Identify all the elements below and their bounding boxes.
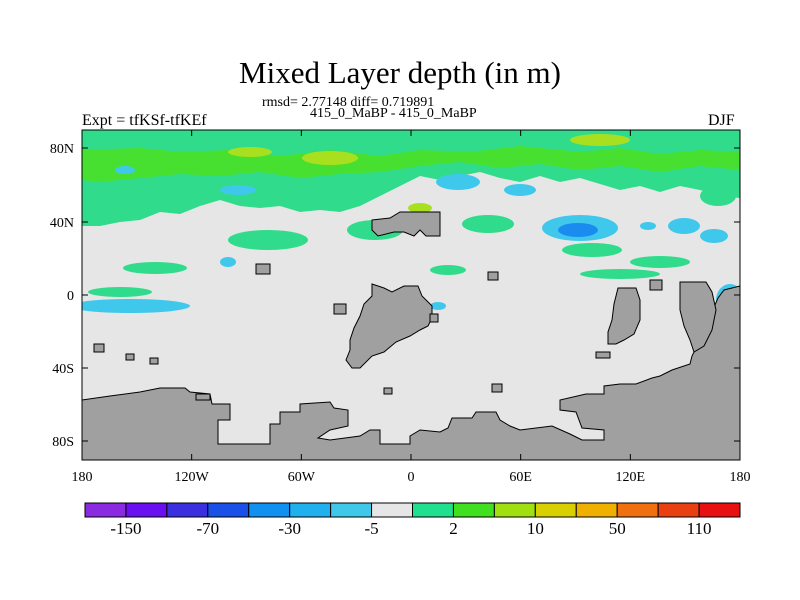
island [429, 313, 439, 323]
cyan-patch [504, 184, 536, 196]
colorbar-swatch [248, 502, 291, 518]
green-patch [580, 269, 660, 279]
green-patch [462, 215, 514, 233]
island [333, 303, 347, 315]
colorbar-swatch [412, 502, 454, 518]
lat-tick-label: 80S [52, 435, 74, 450]
green-patch [700, 186, 736, 206]
colorbar-label: 10 [527, 519, 544, 538]
map-field [82, 130, 740, 460]
colorbar-swatch [289, 502, 332, 518]
island [487, 271, 499, 281]
lon-tick-label: 60E [509, 470, 532, 485]
cyan-patch [220, 185, 256, 195]
lon-tick-label: 180 [730, 470, 751, 485]
colorbar-swatch [616, 502, 659, 518]
colorbar-swatch [534, 502, 577, 518]
colorbar-swatch [452, 502, 495, 518]
lon-tick-label: 120E [616, 470, 646, 485]
colorbar-swatch [371, 502, 413, 518]
island [125, 353, 135, 361]
colorbar-swatch [493, 502, 536, 518]
colorbar-label: 50 [609, 519, 626, 538]
lat-tick-label: 40N [50, 216, 74, 231]
lon-tick-label: 180 [72, 470, 93, 485]
island [649, 279, 663, 291]
colorbar-label: -30 [278, 519, 301, 538]
rmsd-diff-stats: rmsd= 2.77148 diff= 0.719891 [262, 95, 435, 110]
colorbar-swatch [166, 502, 209, 518]
lon-tick-label: 120W [175, 470, 210, 485]
colorbar-swatch [84, 502, 127, 518]
green-patch [88, 287, 152, 297]
lat-tick-label: 40S [52, 362, 74, 377]
experiment-label: Expt = tfKSf-tfKEf [82, 112, 207, 129]
cyan-patch [220, 257, 236, 267]
colorbar: -150 -70 -30 -5 2 10 50 110 [84, 502, 741, 538]
colorbar-swatch [330, 502, 373, 518]
lat-tick-label: 0 [67, 289, 74, 304]
colorbar-label: -150 [110, 519, 141, 538]
cyan-patch [668, 218, 700, 234]
cyan-patch [640, 222, 656, 230]
cyan-patch [436, 174, 480, 190]
island [93, 343, 105, 353]
cyan-patch [82, 299, 190, 313]
island [195, 393, 211, 401]
lon-tick-label: 60W [288, 470, 316, 485]
yellow-green-spot [302, 151, 358, 165]
green-patch [123, 262, 187, 274]
africa-land [607, 287, 641, 345]
land-masses [82, 211, 740, 460]
cyan-patch [700, 229, 728, 243]
australia-land [679, 281, 717, 353]
yellow-green-spot [408, 203, 432, 213]
island [149, 357, 159, 365]
longitude-axis: 180 120W 60W 0 60E 120E 180 [72, 130, 751, 485]
yellow-green-spot [570, 134, 630, 146]
case-names: 415_0_MaBP - 415_0_MaBP [310, 106, 477, 121]
season-label: DJF [708, 112, 735, 129]
green-patch [228, 230, 308, 250]
colorbar-swatch [698, 502, 741, 518]
cyan-patch [430, 302, 446, 310]
antarctica-land [82, 285, 740, 460]
colorbar-swatch [575, 502, 618, 518]
map-title: Mixed Layer depth (in m) [239, 55, 561, 90]
blue-patch [558, 223, 598, 237]
south-america-land [345, 283, 433, 369]
lon-tick-label: 0 [408, 470, 415, 485]
island [491, 383, 503, 393]
north-america-land [371, 211, 441, 237]
island [383, 387, 393, 395]
colorbar-label: 2 [449, 519, 458, 538]
green-patch [562, 243, 622, 257]
colorbar-swatch [125, 502, 168, 518]
island [255, 263, 271, 275]
lat-tick-label: 80N [50, 142, 74, 157]
yellow-green-spot [228, 147, 272, 157]
cyan-patch [115, 166, 135, 174]
island [595, 351, 611, 359]
latitude-axis: 80N 40N 0 40S 80S [50, 142, 740, 450]
colorbar-swatch [207, 502, 250, 518]
colorbar-label: -5 [364, 519, 378, 538]
colorbar-label: 110 [687, 519, 712, 538]
colorbar-label: -70 [196, 519, 219, 538]
green-patch [630, 256, 690, 268]
green-patch [430, 265, 466, 275]
colorbar-swatch [657, 502, 700, 518]
